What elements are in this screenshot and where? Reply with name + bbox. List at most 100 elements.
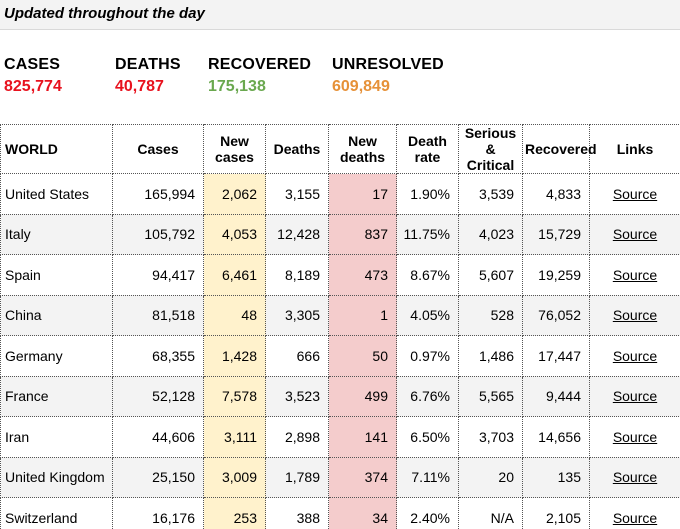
- source-link[interactable]: Source: [612, 428, 658, 445]
- cases-cell: 94,417: [112, 254, 204, 296]
- col-header-serious: Serious & Critical: [458, 124, 523, 174]
- new-cases-cell: 1,428: [203, 335, 266, 377]
- links-cell: Source: [589, 173, 680, 215]
- col-header-cases: Cases: [112, 124, 204, 174]
- serious-critical-cell: N/A: [458, 497, 523, 529]
- cases-cell: 16,176: [112, 497, 204, 529]
- links-cell: Source: [589, 375, 680, 417]
- new-deaths-cell: 141: [328, 416, 397, 458]
- serious-critical-cell: 3,703: [458, 416, 523, 458]
- new-deaths-cell: 837: [328, 213, 397, 255]
- country-cell: United States: [0, 173, 113, 215]
- stat-deaths-label: DEATHS: [115, 56, 181, 73]
- source-link[interactable]: Source: [612, 469, 658, 486]
- serious-critical-cell: 5,565: [458, 375, 523, 417]
- deaths-cell: 666: [265, 335, 329, 377]
- source-link[interactable]: Source: [612, 509, 658, 526]
- new-deaths-cell: 17: [328, 173, 397, 215]
- deaths-cell: 8,189: [265, 254, 329, 296]
- death-rate-cell: 7.11%: [396, 456, 459, 498]
- source-link[interactable]: Source: [612, 185, 658, 202]
- deaths-cell: 388: [265, 497, 329, 529]
- serious-critical-cell: 3,539: [458, 173, 523, 215]
- new-deaths-cell: 50: [328, 335, 397, 377]
- col-header-links-label: Links: [616, 141, 654, 157]
- deaths-cell: 3,523: [265, 375, 329, 417]
- col-header-deaths-label: Deaths: [273, 141, 321, 157]
- recovered-cell: 76,052: [522, 294, 590, 336]
- col-header-deaths: Deaths: [265, 124, 329, 174]
- deaths-cell: 3,155: [265, 173, 329, 215]
- new-deaths-cell: 473: [328, 254, 397, 296]
- table-header-row: WORLD Cases New cases Deaths New deaths De…: [0, 124, 680, 174]
- country-cell: Spain: [0, 254, 113, 296]
- col-header-new-deaths-line2: deaths: [339, 149, 386, 165]
- stat-unresolved: UNRESOLVED 609,849: [332, 56, 444, 96]
- cases-cell: 105,792: [112, 213, 204, 255]
- country-cell: China: [0, 294, 113, 336]
- country-cell: Iran: [0, 416, 113, 458]
- death-rate-cell: 0.97%: [396, 335, 459, 377]
- deaths-cell: 3,305: [265, 294, 329, 336]
- new-cases-cell: 4,053: [203, 213, 266, 255]
- col-header-links: Links: [589, 124, 680, 174]
- col-header-recovered: Recovered: [522, 124, 597, 174]
- source-link[interactable]: Source: [612, 226, 658, 243]
- death-rate-cell: 2.40%: [396, 497, 459, 529]
- links-cell: Source: [589, 254, 680, 296]
- col-header-new-deaths: New deaths: [328, 124, 397, 174]
- links-cell: Source: [589, 213, 680, 255]
- new-deaths-cell: 1: [328, 294, 397, 336]
- stat-deaths: DEATHS 40,787: [115, 56, 181, 96]
- table-row: Switzerland 16,176 253 388 34 2.40% N/A 2,105 So…: [0, 497, 680, 529]
- recovered-cell: 19,259: [522, 254, 590, 296]
- country-cell: United Kingdom: [0, 456, 113, 498]
- new-cases-cell: 253: [203, 497, 266, 529]
- world-cases-table: WORLD Cases New cases Deaths New deaths De…: [0, 124, 680, 529]
- death-rate-cell: 1.90%: [396, 173, 459, 215]
- country-cell: Italy: [0, 213, 113, 255]
- deaths-cell: 12,428: [265, 213, 329, 255]
- links-cell: Source: [589, 497, 680, 529]
- new-deaths-cell: 374: [328, 456, 397, 498]
- source-link[interactable]: Source: [612, 347, 658, 364]
- recovered-cell: 17,447: [522, 335, 590, 377]
- cases-cell: 52,128: [112, 375, 204, 417]
- recovered-cell: 135: [522, 456, 590, 498]
- source-link[interactable]: Source: [612, 388, 658, 405]
- new-cases-cell: 7,578: [203, 375, 266, 417]
- col-header-death-rate: Death rate: [396, 124, 459, 174]
- new-deaths-cell: 499: [328, 375, 397, 417]
- stat-recovered-value: 175,138: [208, 78, 266, 95]
- recovered-cell: 14,656: [522, 416, 590, 458]
- serious-critical-cell: 4,023: [458, 213, 523, 255]
- death-rate-cell: 11.75%: [396, 213, 459, 255]
- cases-cell: 165,994: [112, 173, 204, 215]
- new-cases-cell: 6,461: [203, 254, 266, 296]
- links-cell: Source: [589, 335, 680, 377]
- cases-cell: 25,150: [112, 456, 204, 498]
- source-link[interactable]: Source: [612, 307, 658, 324]
- death-rate-cell: 8.67%: [396, 254, 459, 296]
- col-header-death-rate-line1: Death: [408, 133, 447, 149]
- table-row: United States 165,994 2,062 3,155 17 1.90% 3,5…: [0, 173, 680, 215]
- col-header-recovered-label: Recovered: [525, 141, 597, 157]
- new-cases-cell: 3,111: [203, 416, 266, 458]
- stat-cases: CASES 825,774: [4, 56, 62, 96]
- links-cell: Source: [589, 294, 680, 336]
- col-header-world: WORLD: [0, 124, 113, 174]
- new-cases-cell: 48: [203, 294, 266, 336]
- stat-cases-value: 825,774: [4, 78, 62, 95]
- serious-critical-cell: 1,486: [458, 335, 523, 377]
- source-link[interactable]: Source: [612, 266, 658, 283]
- header-bar: Updated throughout the day: [0, 0, 680, 30]
- col-header-new-cases: New cases: [203, 124, 266, 174]
- col-header-new-cases-line1: New: [220, 133, 249, 149]
- recovered-cell: 9,444: [522, 375, 590, 417]
- new-cases-cell: 3,009: [203, 456, 266, 498]
- stat-cases-label: CASES: [4, 56, 61, 73]
- stat-recovered: RECOVERED 175,138: [208, 56, 311, 96]
- cases-cell: 44,606: [112, 416, 204, 458]
- links-cell: Source: [589, 456, 680, 498]
- summary-stats: CASES 825,774 DEATHS 40,787 RECOVERED 17…: [0, 56, 680, 106]
